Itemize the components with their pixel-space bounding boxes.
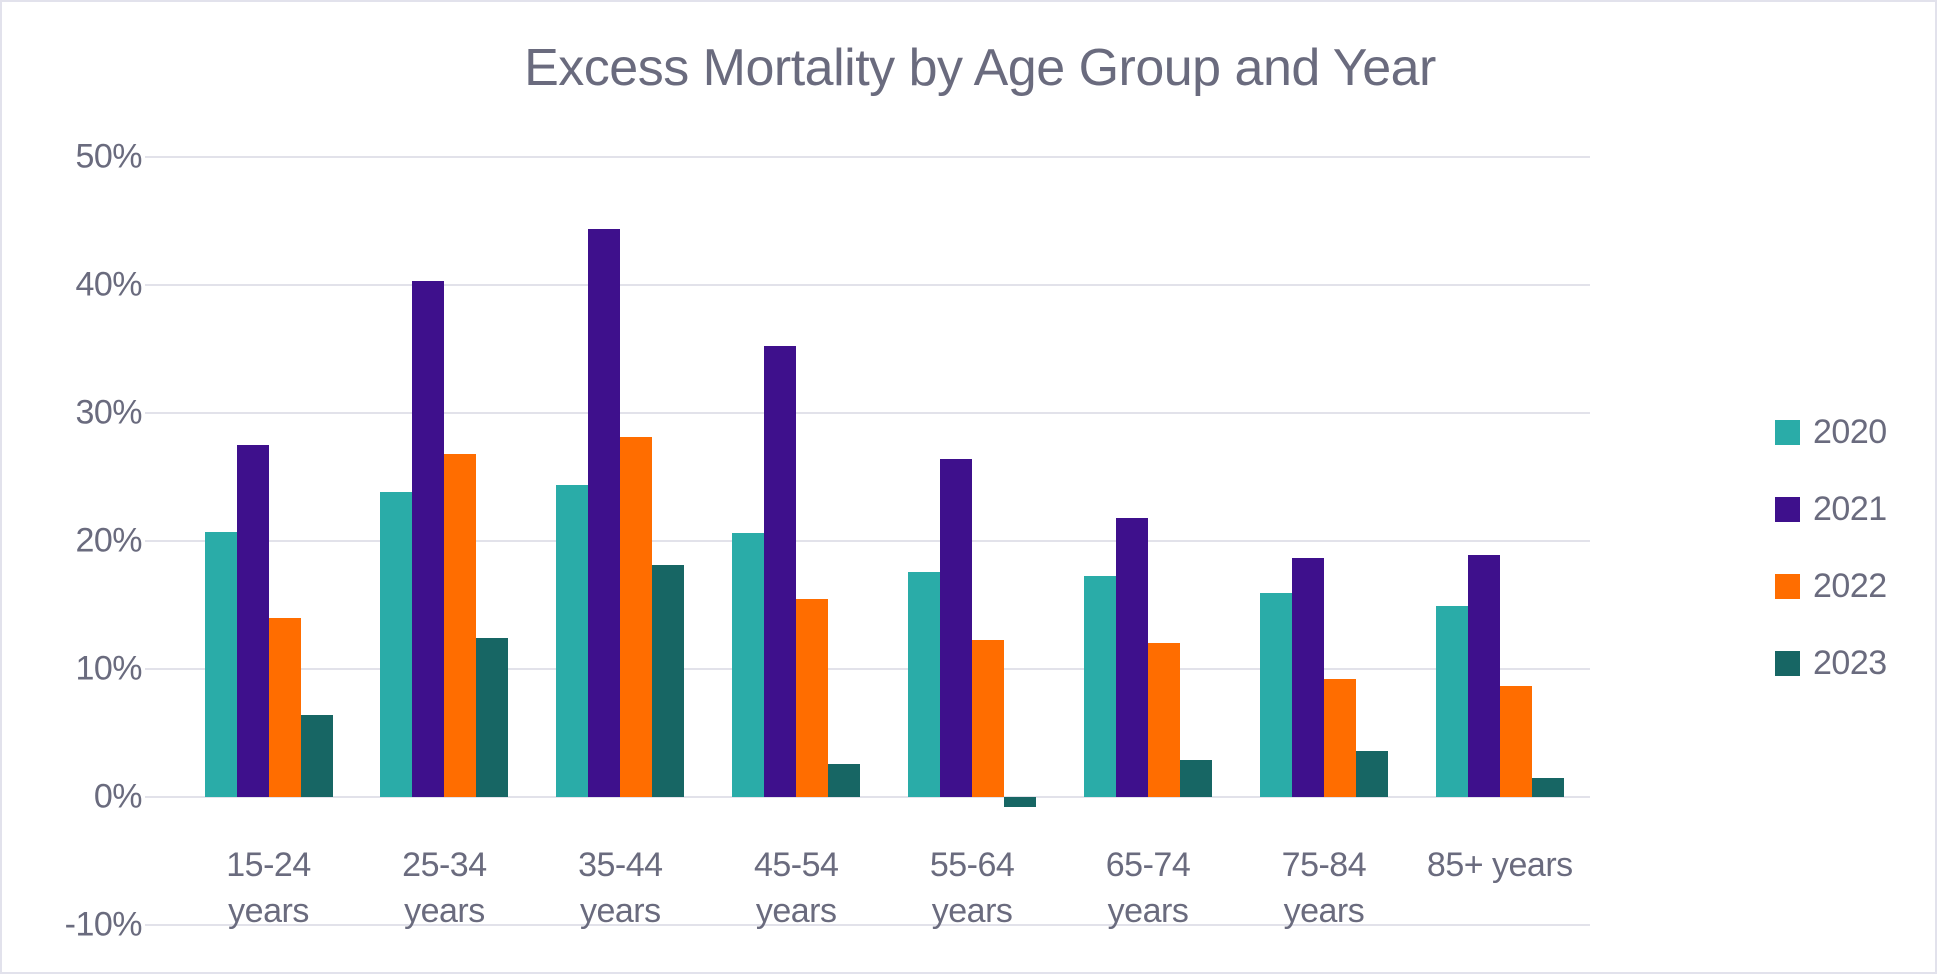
- legend-item-2020: 2020: [1775, 412, 1887, 452]
- bar-2023-15-24-years: [300, 715, 333, 797]
- x-axis-label-line: 75-84: [1281, 846, 1367, 884]
- gridline-0%: [145, 796, 1590, 798]
- gridline--10%: [145, 924, 1590, 926]
- x-axis-label-line: 25-34: [402, 846, 487, 884]
- bar-2021-85+-years: [1467, 555, 1500, 797]
- bar-2022-65-74-years: [1148, 643, 1180, 797]
- bar-2022-15-24-years: [268, 617, 301, 797]
- bar-2023-25-34-years: [476, 638, 509, 797]
- legend-swatch-icon: [1775, 650, 1800, 676]
- x-axis-label-35-44-years: 35-44 years: [520, 842, 720, 934]
- legend-item-2022: 2022: [1775, 566, 1887, 606]
- bar-2020-45-54-years: [732, 533, 765, 797]
- bar-2022-35-44-years: [620, 437, 653, 797]
- bar-2023-75-84-years: [1355, 750, 1388, 797]
- bar-2020-55-64-years: [908, 571, 941, 797]
- x-axis-label-15-24-years: 15-24 years: [169, 842, 369, 934]
- legend-item-2023: 2023: [1775, 643, 1887, 683]
- x-axis-label-line: 35-44: [578, 846, 663, 884]
- legend-item-2021: 2021: [1775, 489, 1887, 529]
- legend-swatch-icon: [1775, 496, 1800, 522]
- gridline-30%: [145, 412, 1590, 414]
- x-axis-label-55-64-years: 55-64 years: [872, 842, 1072, 934]
- x-axis-label-65-74-years: 65-74 years: [1048, 842, 1248, 934]
- y-axis-tick-10%: 10%: [75, 649, 142, 688]
- y-axis-tick-40%: 40%: [75, 265, 142, 304]
- gridline-20%: [145, 540, 1590, 542]
- x-axis-label-45-54-years: 45-54 years: [696, 842, 896, 934]
- legend-label: 2021: [1813, 490, 1887, 528]
- gridline-40%: [145, 284, 1590, 286]
- bar-2023-65-74-years: [1180, 759, 1212, 797]
- bar-2022-75-84-years: [1323, 679, 1356, 797]
- bar-2023-85+-years: [1531, 777, 1564, 797]
- y-axis-tick-30%: 30%: [75, 393, 142, 432]
- bar-2020-15-24-years: [204, 532, 237, 797]
- x-axis-label-85+-years: 85+ years: [1400, 842, 1600, 888]
- x-axis-label-line: 15-24: [226, 846, 311, 884]
- bar-2022-25-34-years: [444, 453, 477, 797]
- gridline-50%: [145, 156, 1590, 158]
- chart-title: Excess Mortality by Age Group and Year: [524, 39, 1436, 97]
- bar-2021-65-74-years: [1116, 517, 1148, 797]
- x-axis-label-line: years: [755, 892, 837, 930]
- bar-2021-55-64-years: [940, 459, 973, 797]
- legend-label: 2023: [1813, 644, 1887, 682]
- bar-2023-55-64-years: [1004, 797, 1037, 808]
- x-axis-label-line: 45-54: [753, 846, 839, 884]
- x-axis-label-line: years: [931, 892, 1013, 930]
- x-axis-label-line: 85+ years: [1426, 846, 1573, 884]
- legend-label: 2020: [1813, 413, 1887, 451]
- bar-2023-35-44-years: [652, 565, 685, 797]
- x-axis-label-line: years: [228, 892, 309, 930]
- y-axis-tick-50%: 50%: [75, 137, 142, 176]
- x-axis-label-line: 65-74: [1105, 846, 1191, 884]
- bar-2022-85+-years: [1499, 685, 1532, 797]
- bar-2020-25-34-years: [380, 492, 413, 797]
- bar-2023-45-54-years: [828, 763, 861, 797]
- bar-2020-85+-years: [1435, 606, 1468, 797]
- gridline-10%: [145, 668, 1590, 670]
- legend-swatch-icon: [1775, 419, 1800, 445]
- legend-label: 2022: [1813, 567, 1887, 605]
- bar-2021-45-54-years: [764, 346, 797, 797]
- bar-2020-65-74-years: [1084, 575, 1116, 797]
- x-axis-label-line: years: [404, 892, 485, 930]
- y-axis-tick-20%: 20%: [75, 521, 142, 560]
- x-axis-label-25-34-years: 25-34 years: [344, 842, 544, 934]
- bar-2020-35-44-years: [556, 484, 589, 797]
- bar-2021-35-44-years: [588, 228, 621, 797]
- bar-2021-75-84-years: [1291, 557, 1324, 797]
- bar-2022-45-54-years: [796, 598, 829, 797]
- x-axis-label-line: years: [1283, 892, 1365, 930]
- y-axis-tick--10%: -10%: [64, 905, 143, 944]
- legend-swatch-icon: [1775, 573, 1800, 599]
- bar-2021-15-24-years: [236, 445, 269, 797]
- bar-2021-25-34-years: [412, 281, 445, 797]
- bar-2022-55-64-years: [972, 639, 1005, 797]
- x-axis-label-line: years: [579, 892, 661, 930]
- bar-2020-75-84-years: [1259, 593, 1292, 797]
- x-axis-label-line: years: [1107, 892, 1189, 930]
- y-axis-tick-0%: 0%: [93, 777, 143, 816]
- x-axis-label-75-84-years: 75-84 years: [1224, 842, 1424, 934]
- x-axis-label-line: 55-64: [929, 846, 1015, 884]
